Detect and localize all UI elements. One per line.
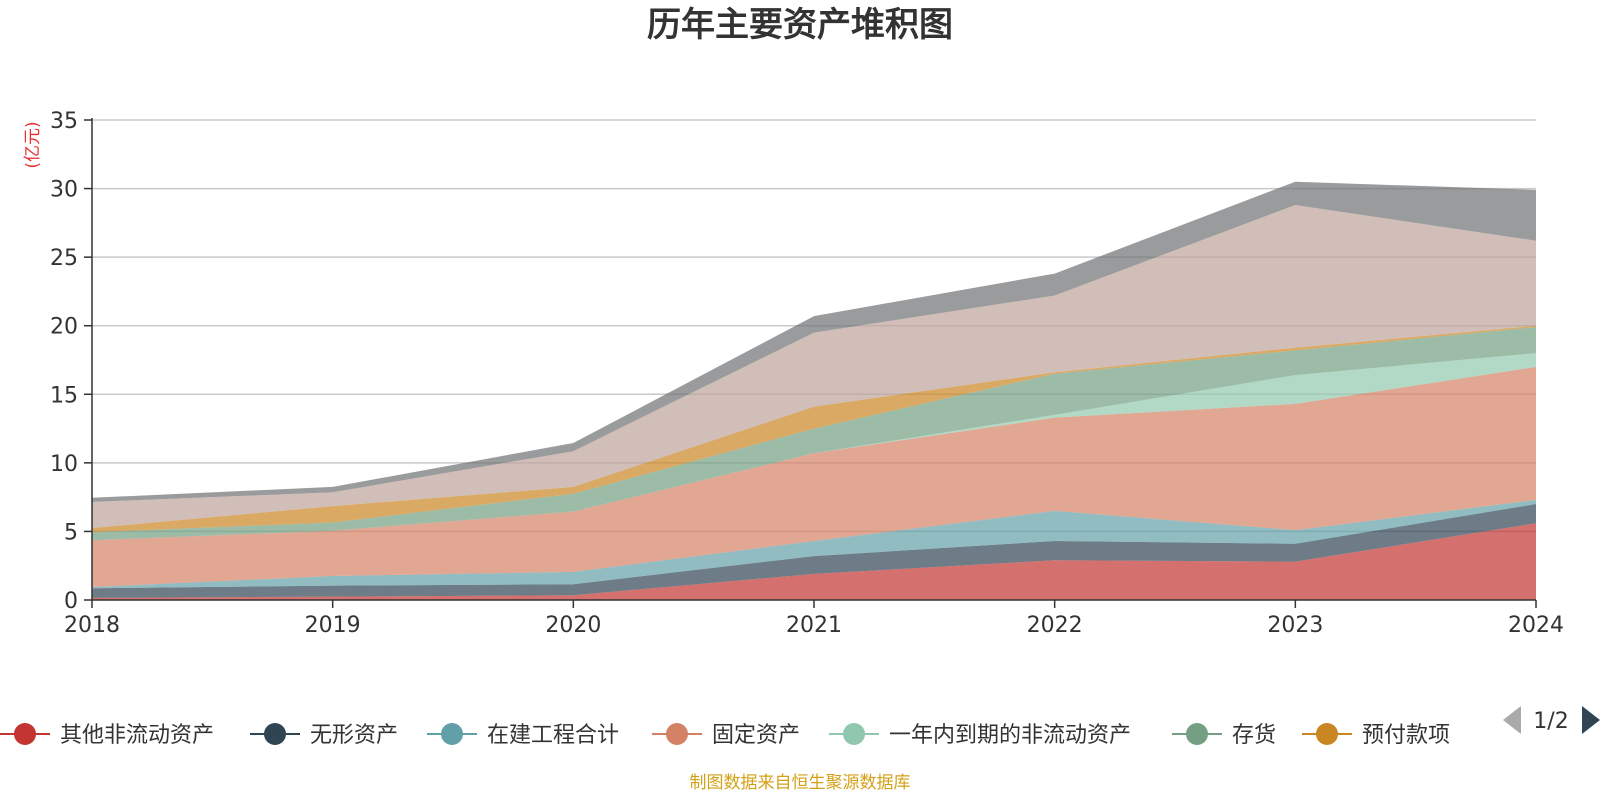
area-series-1: [92, 504, 1536, 598]
triangle-right-icon[interactable]: [1582, 706, 1600, 734]
x-tick-label: 2023: [1267, 613, 1323, 638]
legend-marker: [666, 723, 688, 745]
x-axis-ticks: 2018 2019 2020 2021 2022 2023 2024: [64, 600, 1564, 638]
area-series: [92, 181, 1536, 600]
y-tick-label: 15: [50, 383, 78, 408]
legend-item[interactable]: 其他非流动资产: [0, 723, 214, 748]
legend-marker: [264, 723, 286, 745]
legend-marker: [843, 723, 865, 745]
legend-page-indicator: 1/2: [1533, 709, 1568, 734]
legend-pager: 1/2: [1503, 706, 1600, 734]
area-series-8: [92, 181, 1536, 502]
x-tick-label: 2022: [1027, 613, 1083, 638]
legend-item[interactable]: 存货: [1172, 723, 1276, 748]
y-tick-label: 35: [50, 109, 78, 134]
legend-label: 无形资产: [310, 723, 398, 748]
x-tick-label: 2021: [786, 613, 842, 638]
y-tick-label: 25: [50, 246, 78, 271]
x-tick-label: 2019: [305, 613, 361, 638]
data-source-note: 制图数据来自恒生聚源数据库: [690, 773, 911, 793]
legend-item[interactable]: 一年内到期的非流动资产: [829, 723, 1131, 748]
legend-label: 固定资产: [712, 723, 800, 748]
legend-item[interactable]: 在建工程合计: [427, 723, 619, 748]
area-series-2: [92, 499, 1536, 589]
area-series-5: [92, 327, 1536, 541]
legend-label: 存货: [1232, 723, 1276, 748]
x-tick-label: 2024: [1508, 613, 1564, 638]
legend-marker: [14, 723, 36, 745]
legend-item[interactable]: 预付款项: [1302, 723, 1450, 748]
legend-marker: [1186, 723, 1208, 745]
x-tick-label: 2018: [64, 613, 120, 638]
chart-title: 历年主要资产堆积图: [647, 5, 953, 45]
y-tick-label: 20: [50, 315, 78, 340]
triangle-left-icon[interactable]: [1503, 706, 1521, 734]
y-tick-label: 30: [50, 178, 78, 203]
legend-label: 在建工程合计: [487, 723, 619, 748]
legend-marker: [441, 723, 463, 745]
legend-label: 一年内到期的非流动资产: [889, 723, 1131, 748]
legend-label: 预付款项: [1362, 723, 1450, 748]
y-tick-label: 5: [64, 520, 78, 545]
legend-label: 其他非流动资产: [60, 723, 214, 748]
x-tick-label: 2020: [545, 613, 601, 638]
area-series-4: [92, 353, 1536, 541]
legend-marker: [1316, 723, 1338, 745]
area-series-7: [92, 205, 1536, 528]
y-tick-label: 0: [64, 589, 78, 614]
y-axis-ticks: 0 5 10 15 20 25 30 35: [50, 109, 92, 614]
y-axis-unit-label: (亿元): [23, 121, 43, 168]
y-tick-label: 10: [50, 452, 78, 477]
area-series-3: [92, 366, 1536, 587]
area-series-0: [92, 523, 1536, 600]
legend-item[interactable]: 无形资产: [250, 723, 398, 748]
legend: 其他非流动资产 无形资产 在建工程合计 固定资产 一年内到期的非流动资产 存货 预付款项: [0, 723, 1450, 748]
legend-item[interactable]: 固定资产: [652, 723, 800, 748]
